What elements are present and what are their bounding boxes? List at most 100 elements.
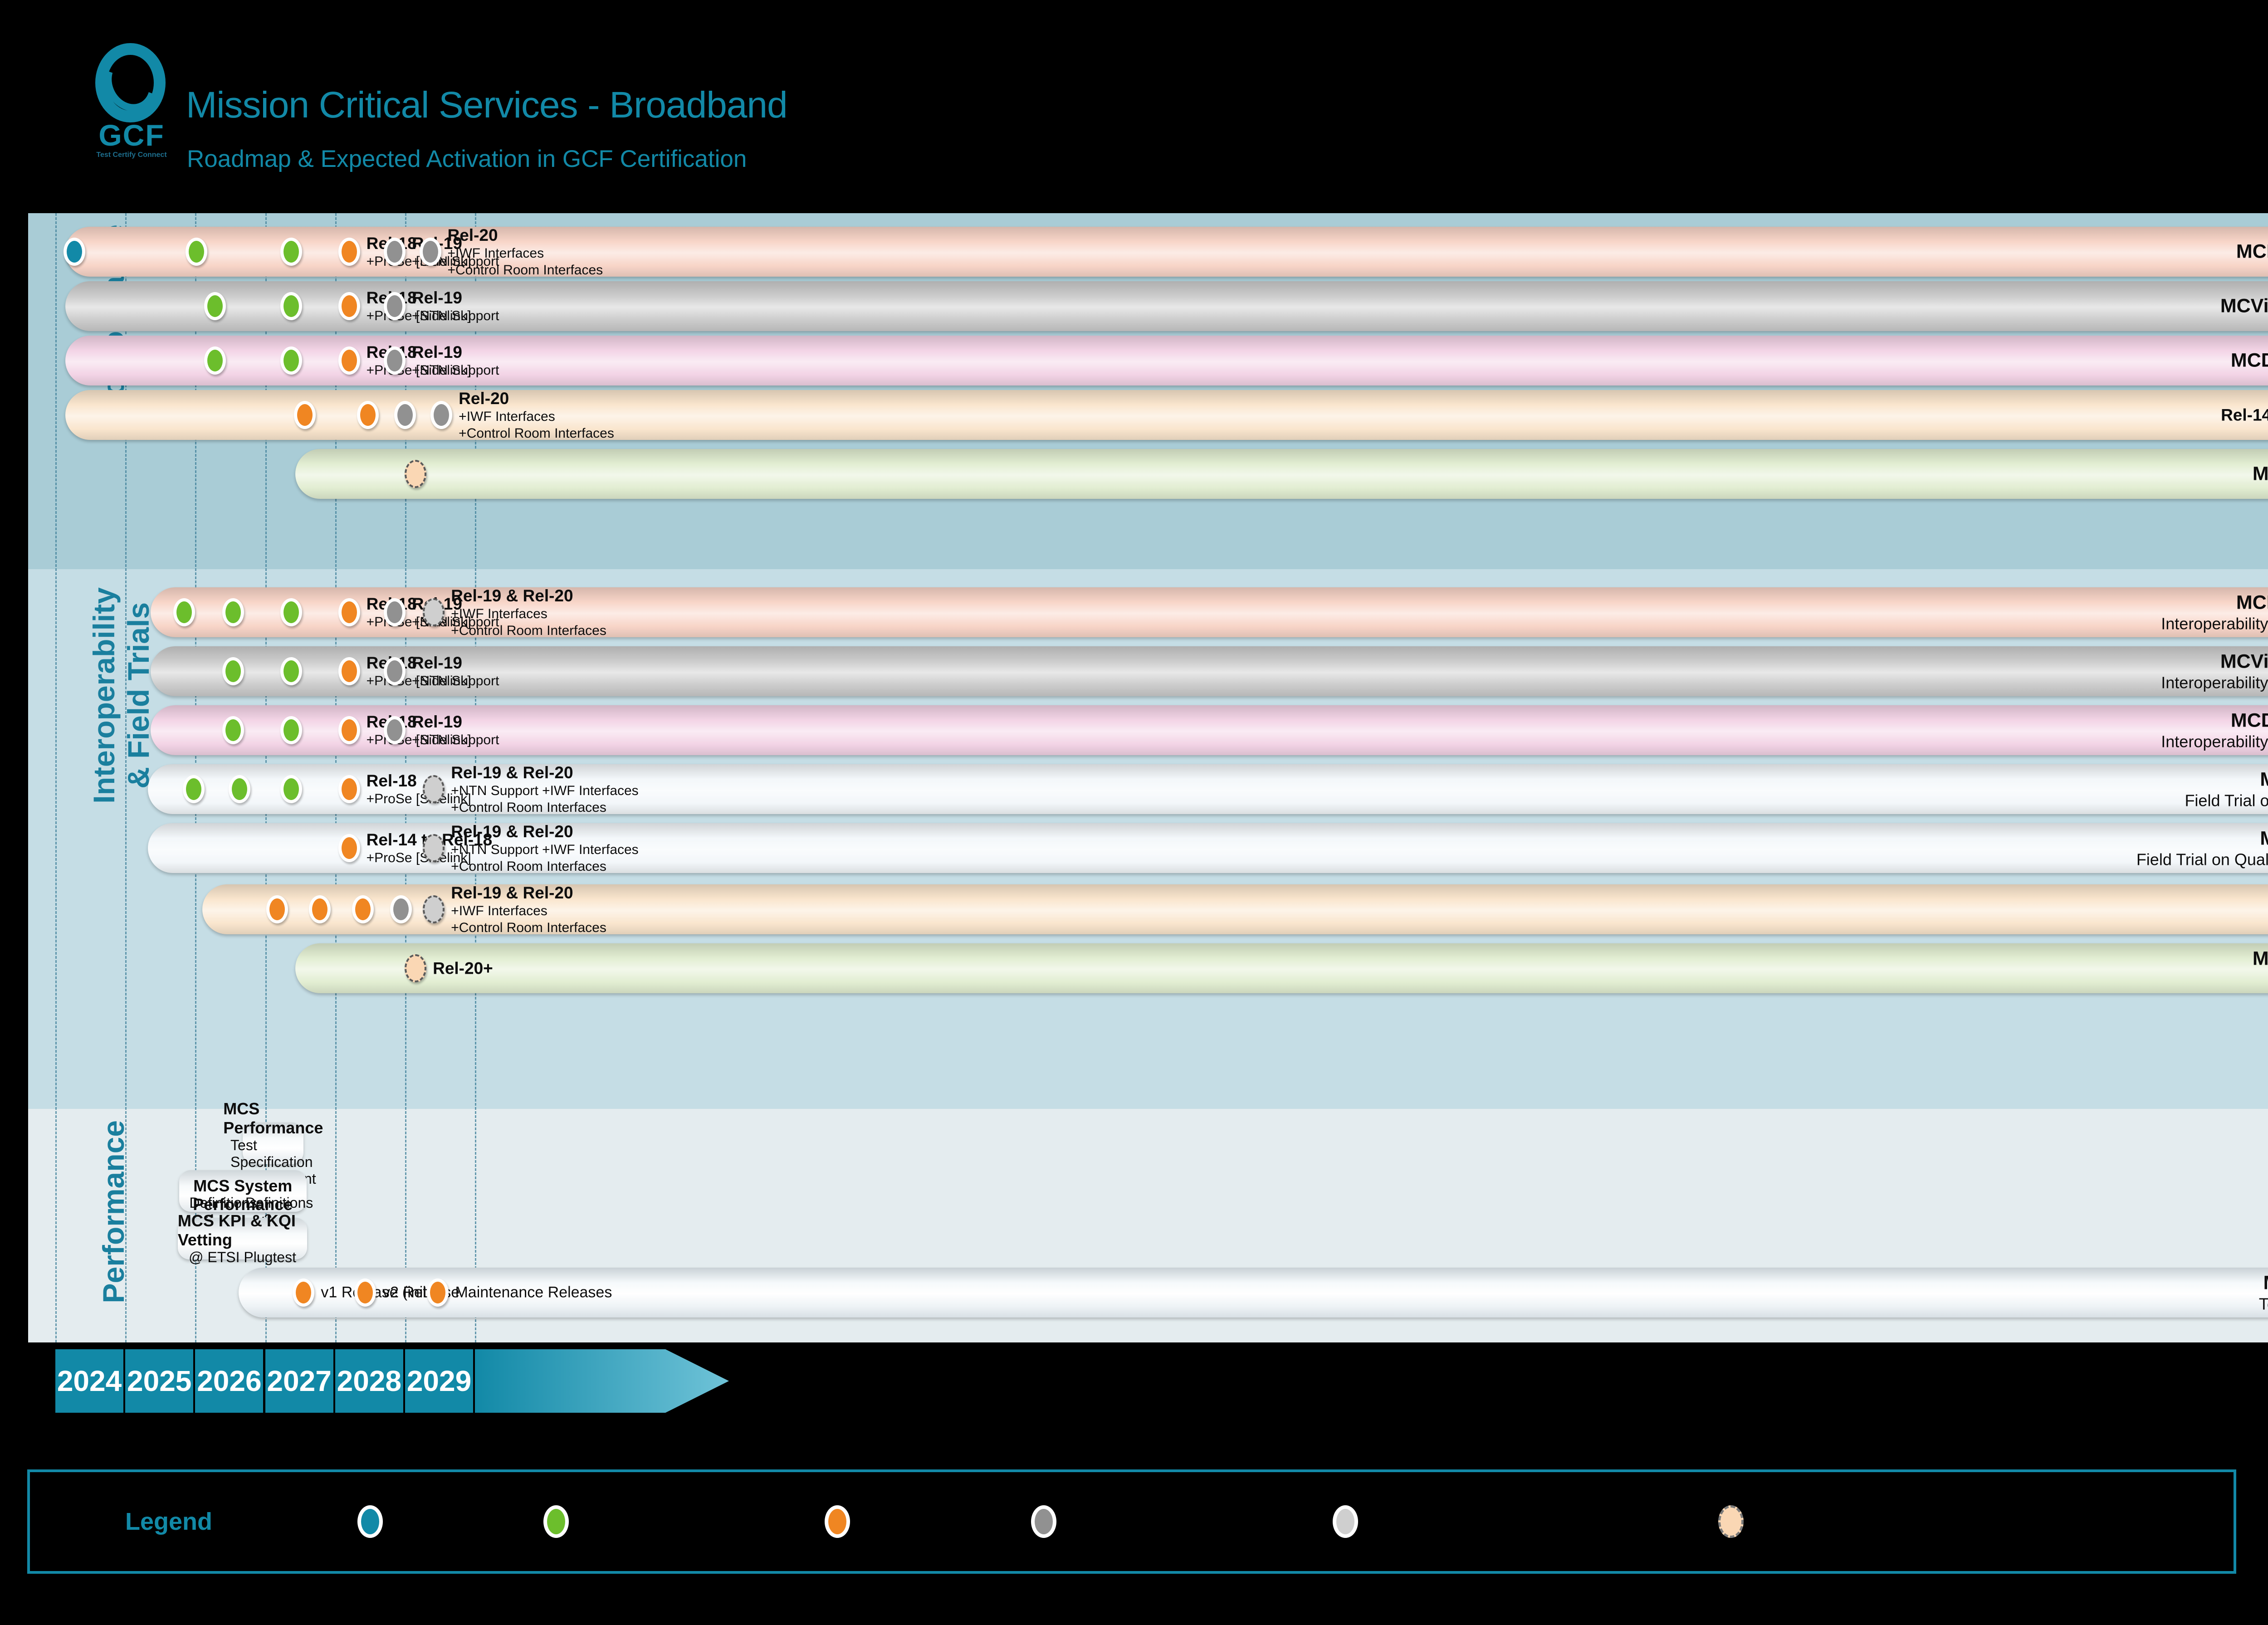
milestone-marker-orange[interactable] (266, 895, 288, 923)
timeline-row[interactable]: MCPTT Client/DeviceInteroperability in A… (150, 586, 2268, 638)
release-marker-orange[interactable] (354, 1279, 376, 1307)
milestone-marker-orange[interactable] (338, 346, 360, 375)
milestone-marker-orange[interactable] (357, 401, 379, 429)
timeline-row[interactable]: MCVideo Client/DeviceRel-15Rel-16Rel-17R… (65, 281, 2268, 331)
section-label-interoperability: Interoperability & Field Trials (87, 587, 156, 804)
row-label-primary: MCVideo Client/Device (2220, 650, 2268, 673)
year-label-2029[interactable]: 2029 (405, 1349, 473, 1413)
milestone-marker-green[interactable] (280, 657, 302, 685)
milestone-marker-green[interactable] (228, 775, 250, 803)
timeline-row[interactable]: MCVideo Client/DeviceInteroperability in… (150, 646, 2268, 696)
milestone-label-line2: +NTN Support +IWF Interfaces (451, 842, 639, 857)
legend-marker-orange[interactable] (825, 1505, 850, 1538)
milestone-marker-orange[interactable] (338, 238, 360, 266)
milestone-label-line2: +IWF Interfaces (459, 409, 555, 424)
milestone-label: Rel-19 & Rel-20 +NTN Support +IWF Interfa… (451, 821, 638, 875)
milestone-label: Rel-14, Rel-15, Rel-16, Rel-17 (288, 405, 2268, 425)
milestone-marker-green[interactable] (280, 598, 302, 626)
row-label-primary: MCS Client/Device (2185, 768, 2268, 791)
milestone-marker-orange[interactable] (338, 775, 360, 803)
milestone-marker-orange[interactable] (308, 895, 331, 923)
release-marker-label-text: v1 Release (initial) (321, 1283, 448, 1301)
milestone-marker-grey[interactable] (419, 238, 441, 266)
legend-marker-grey[interactable] (1031, 1505, 1056, 1538)
milestone-marker-green[interactable] (280, 346, 302, 375)
milestone-label-line2: +ProSe [Sidelink] (366, 615, 471, 630)
milestone-label-line2: +NTN Support (384, 911, 2268, 928)
milestone-marker-green[interactable] (280, 238, 302, 266)
milestone-label: Rel-18+ProSe [Sidelink] (367, 342, 471, 379)
milestone-marker-green[interactable] (280, 716, 302, 744)
milestone-marker-peach[interactable] (405, 460, 427, 488)
milestone-label: Rel-20 +IWF Interfaces +Control Room Inter… (448, 225, 603, 278)
timeline-row[interactable]: MCData Client/DeviceRel-15Rel-16Rel-17Re… (65, 336, 2268, 386)
milestone-marker-grey[interactable] (430, 401, 453, 429)
release-marker-orange[interactable] (293, 1279, 315, 1307)
legend-marker-peach[interactable] (1718, 1505, 1744, 1538)
timeline-row[interactable]: MCS Control RoomInteroperability Rel-20+ (295, 943, 2268, 993)
timeline-row[interactable]: MCS Client/DeviceField Trial on Qualifie… (147, 821, 2268, 875)
milestone-marker-orange[interactable] (338, 292, 360, 320)
milestone-marker-green[interactable] (222, 716, 244, 744)
milestone-marker-green[interactable] (183, 775, 205, 803)
milestone-marker-grey[interactable] (390, 895, 412, 923)
milestone-marker-grey[interactable] (383, 716, 406, 744)
milestone-marker-orange[interactable] (294, 401, 316, 429)
performance-pill[interactable]: MCS System Performance KPI & KQIDefiniti… (179, 1170, 313, 1233)
milestone-marker-grey[interactable] (383, 598, 406, 626)
year-label-2024[interactable]: 2024 (55, 1349, 123, 1413)
milestone-marker-grey[interactable] (383, 292, 406, 320)
timeline-row[interactable]: MCPTT Client/DeviceRel-14Rel-15Rel-16Rel… (63, 225, 2268, 278)
year-label-2026[interactable]: 2026 (195, 1349, 264, 1413)
timeline-row[interactable]: MCS ServerRel-14, Rel-15, Rel-16, Rel-17… (65, 389, 2268, 441)
row-label: MCVideo Client/Device (2220, 295, 2268, 318)
milestone-marker-green[interactable] (173, 598, 195, 626)
release-marker-label: v1 Release (initial) (321, 1283, 448, 1302)
milestone-marker-orange[interactable] (338, 657, 360, 685)
milestone-marker-green[interactable] (204, 346, 226, 375)
milestone-marker-green[interactable] (222, 598, 244, 626)
milestone-label: Rel-16Rel-17 (274, 651, 2268, 692)
year-label-2025[interactable]: 2025 (125, 1349, 194, 1413)
year-label-2028[interactable]: 2028 (335, 1349, 403, 1413)
milestone-marker-lightgrey[interactable] (423, 775, 445, 803)
milestone-marker-green[interactable] (280, 775, 302, 803)
milestone-marker-teal[interactable] (63, 238, 85, 266)
release-marker-orange[interactable] (427, 1279, 449, 1307)
milestone-label-line1: Rel-20 (459, 389, 509, 408)
milestone-label: Rel-19+NTN Support (412, 288, 499, 325)
milestone-label: Rel-19 & Rel-20 +IWF Interfaces +Control R… (451, 883, 606, 936)
milestone-marker-grey[interactable] (394, 401, 416, 429)
milestone-marker-lightgrey[interactable] (423, 598, 445, 626)
timeline-row[interactable]: MCS Client/DeviceField Trial on Best Eff… (147, 763, 2268, 815)
milestone-marker-orange[interactable] (338, 598, 360, 626)
milestone-marker-green[interactable] (186, 238, 208, 266)
milestone-marker-grey[interactable] (383, 238, 406, 266)
legend-marker-green[interactable] (543, 1505, 569, 1538)
milestone-label: Rel-16Rel-17 (274, 710, 2268, 751)
milestone-marker-orange[interactable] (338, 834, 360, 862)
milestone-marker-orange[interactable] (338, 716, 360, 744)
milestone-marker-peach[interactable] (405, 954, 427, 982)
legend-title: Legend (125, 1508, 213, 1535)
milestone-label: Rel-20+ (433, 958, 493, 978)
performance-pill-title: MCS Performance (223, 1099, 323, 1137)
year-label-2027[interactable]: 2027 (265, 1349, 333, 1413)
timeline-row[interactable]: MCS ServerInteroperabilityRel-14Rel-15Re… (202, 883, 2268, 936)
performance-pill[interactable]: MCS KPI & KQI Vetting @ ETSI Plugtest (177, 1211, 308, 1265)
milestone-marker-green[interactable] (222, 657, 244, 685)
timeline-row[interactable]: MCS Control RoomRel-20+ (295, 449, 2268, 499)
row-label: MCData Client/DeviceInteroperability in … (2161, 709, 2268, 751)
legend-marker-teal[interactable] (357, 1505, 383, 1538)
timeline-row[interactable]: MCData Client/DeviceInteroperability in … (150, 705, 2268, 755)
milestone-marker-lightgrey[interactable] (423, 834, 445, 862)
milestone-marker-grey[interactable] (383, 346, 406, 375)
milestone-marker-green[interactable] (204, 292, 226, 320)
milestone-marker-orange[interactable] (352, 895, 374, 923)
milestone-marker-grey[interactable] (383, 657, 406, 685)
legend-marker-lightgrey[interactable] (1333, 1505, 1358, 1538)
milestone-marker-lightgrey[interactable] (423, 895, 445, 923)
milestone-marker-green[interactable] (280, 292, 302, 320)
